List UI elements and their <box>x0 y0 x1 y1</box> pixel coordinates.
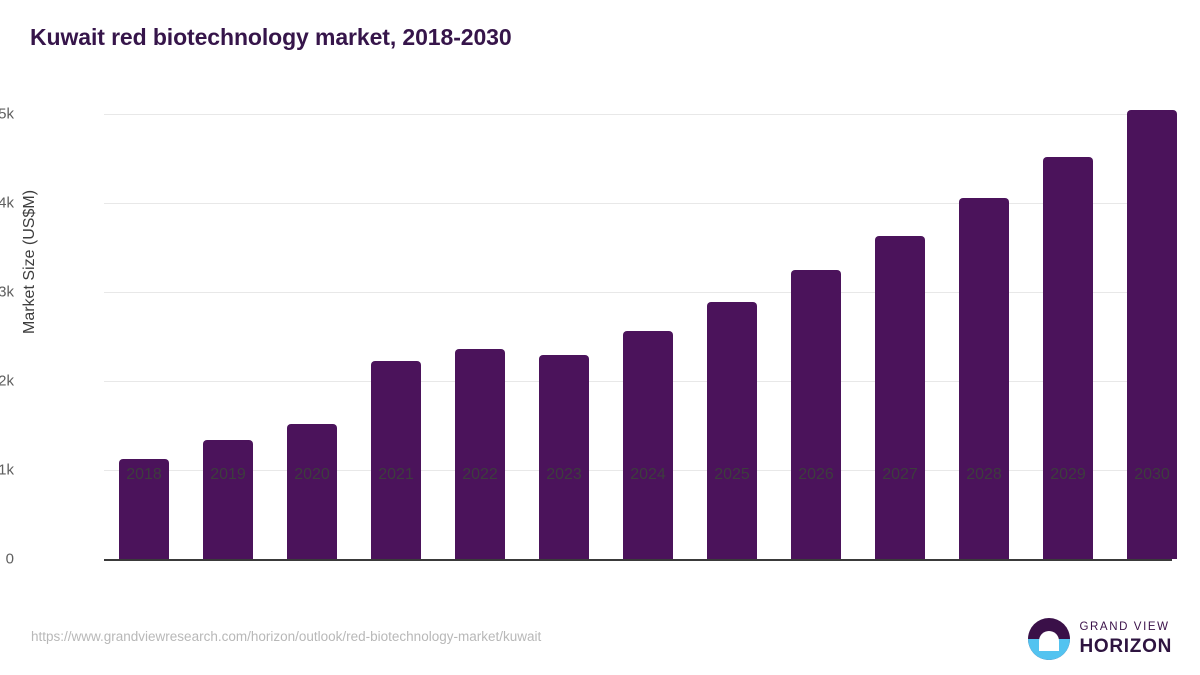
x-axis-tick-label: 2020 <box>294 466 330 483</box>
x-axis-line <box>104 559 1172 561</box>
bar-2027[interactable] <box>875 236 925 559</box>
logo-line-long <box>1040 643 1058 646</box>
bar-2022[interactable] <box>455 349 505 559</box>
logo-line-short <box>1043 647 1055 651</box>
y-axis-tick-label: 1k <box>0 461 14 479</box>
bar-2025[interactable] <box>707 302 757 559</box>
bar-2020[interactable] <box>287 423 337 559</box>
x-axis-tick-label: 2029 <box>1050 466 1086 483</box>
bar-2018[interactable] <box>119 458 169 559</box>
bar-2019[interactable] <box>203 439 253 559</box>
y-axis-tick-label: 4k <box>0 194 14 212</box>
x-axis-tick-label: 2019 <box>210 466 246 483</box>
gridline <box>104 292 1172 294</box>
x-axis-tick-label: 2018 <box>126 466 162 483</box>
bar-2021[interactable] <box>371 360 421 559</box>
x-axis-tick-label: 2025 <box>714 466 750 483</box>
x-axis-tick-label: 2022 <box>462 466 498 483</box>
x-axis-tick-label: 2027 <box>882 466 918 483</box>
page-title: Kuwait red biotechnology market, 2018-20… <box>30 24 512 50</box>
bar-2030[interactable] <box>1127 110 1177 559</box>
bar-2023[interactable] <box>539 354 589 559</box>
source-url-label: https://www.grandviewresearch.com/horizo… <box>31 629 542 644</box>
x-axis-tick-label: 2023 <box>546 466 582 483</box>
x-axis-tick-label: 2024 <box>630 466 666 483</box>
x-axis-tick-label: 2030 <box>1134 466 1170 483</box>
y-axis-tick-label: 2k <box>0 372 14 390</box>
bar-2024[interactable] <box>623 330 673 559</box>
x-axis-tick-label: 2026 <box>798 466 834 483</box>
gridline <box>104 114 1172 116</box>
logo-wordmark: GRAND VIEW HORIZON <box>1079 622 1172 656</box>
horizon-circle-icon <box>1028 618 1071 660</box>
plot-area <box>104 110 1177 561</box>
x-axis-tick-label: 2028 <box>966 466 1002 483</box>
grand-view-horizon-logo: GRAND VIEW HORIZON <box>1028 616 1172 662</box>
bars-series <box>104 110 1177 559</box>
y-axis-tick-label: 0 <box>5 550 14 568</box>
y-axis-tick-label: 5k <box>0 105 14 123</box>
logo-line-grand-view: GRAND VIEW <box>1079 621 1170 634</box>
logo-sun-dome <box>1039 631 1060 652</box>
gridline <box>104 203 1172 205</box>
bar-2026[interactable] <box>791 270 841 559</box>
y-axis-tick-label: 3k <box>0 283 14 301</box>
bar-2028[interactable] <box>959 198 1009 559</box>
logo-line-horizon: HORIZON <box>1079 635 1172 657</box>
x-axis-tick-label: 2021 <box>378 466 414 483</box>
bar-2029[interactable] <box>1043 157 1093 559</box>
y-axis-title: Market Size (US$M) <box>21 189 38 334</box>
